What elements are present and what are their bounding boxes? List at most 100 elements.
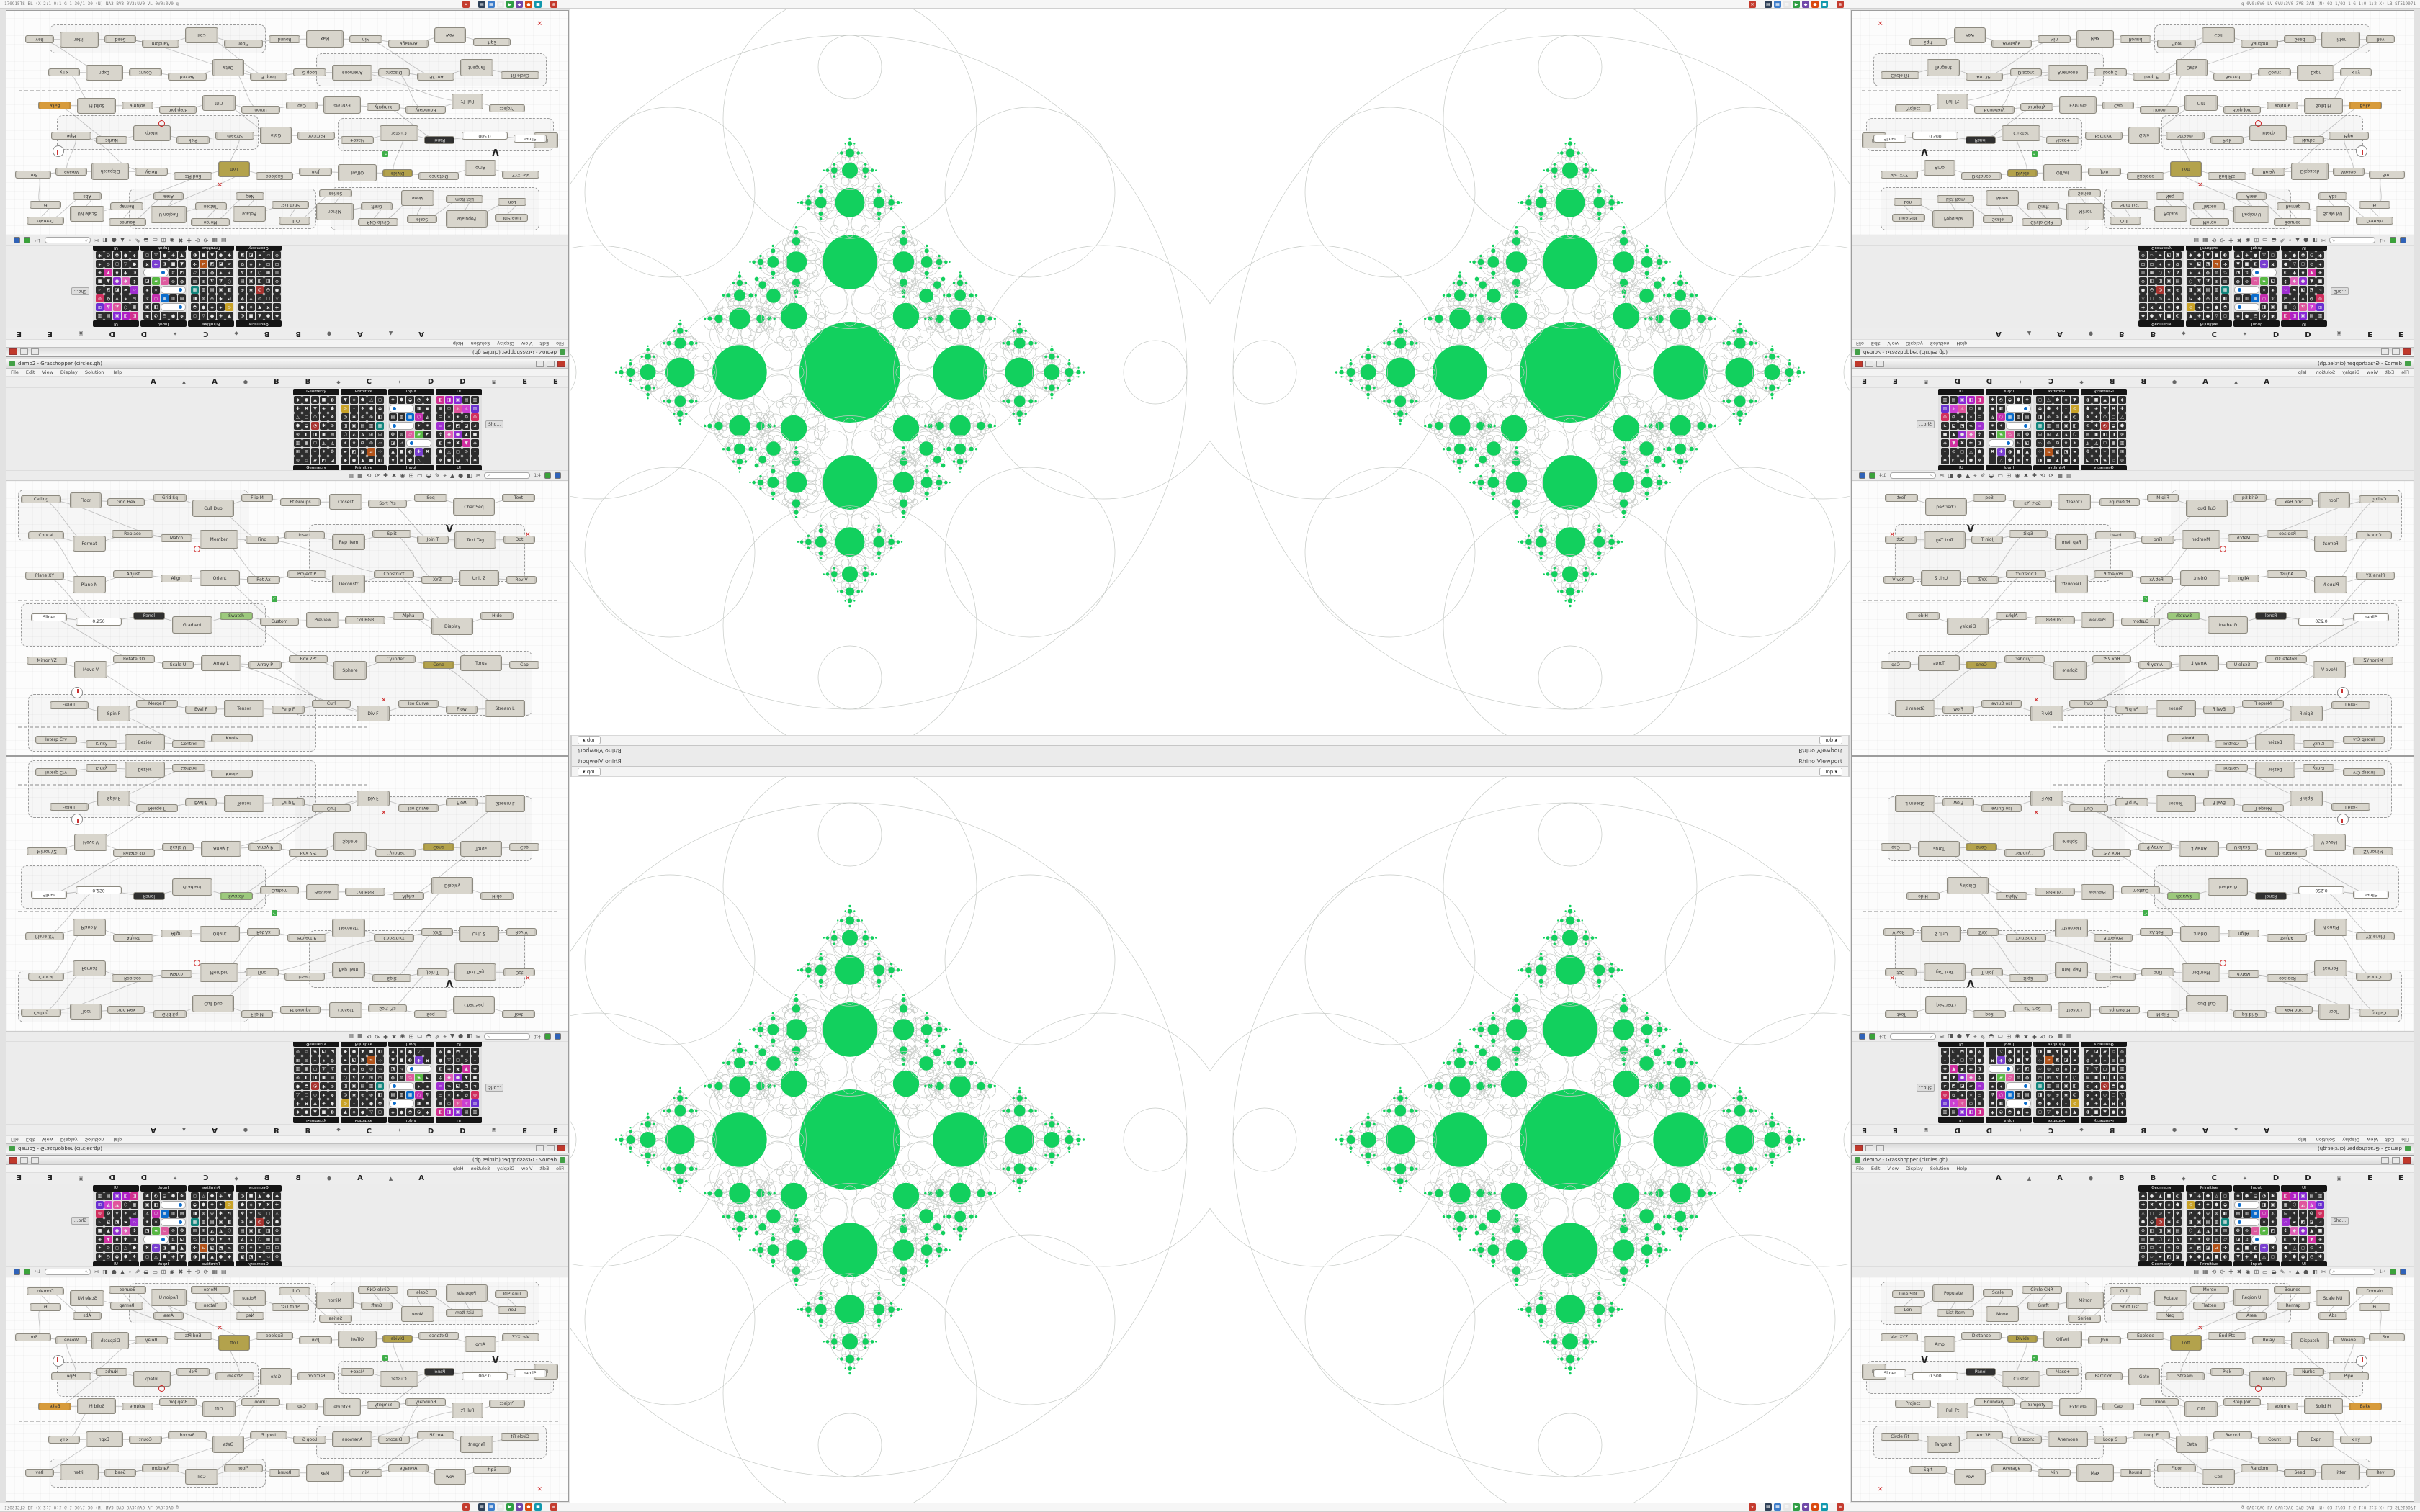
gh-node[interactable]: Spin F (97, 706, 130, 721)
gh-node[interactable]: Mirror YZ (27, 657, 67, 665)
tab-shape-icon[interactable]: ◆ (2079, 1127, 2084, 1133)
component-icon[interactable]: ⊗ (294, 431, 302, 438)
toolbar-icon-14[interactable]: ◧ (1948, 1033, 1953, 1040)
tab-E[interactable]: E (48, 330, 53, 338)
component-icon[interactable]: △ (2290, 1244, 2298, 1252)
component-icon[interactable]: ✖ (264, 303, 272, 311)
component-icon[interactable]: ✶ (2260, 1218, 2268, 1226)
component-icon[interactable]: ◩ (217, 260, 225, 268)
component-icon[interactable]: ◧ (302, 431, 310, 438)
component-icon[interactable]: ⊙ (104, 260, 112, 268)
component-icon[interactable]: ▥ (1941, 1108, 1949, 1116)
slider-component-icon[interactable] (143, 269, 169, 276)
component-icon[interactable]: ◭ (247, 269, 255, 276)
gh-node[interactable]: Align (161, 575, 192, 582)
component-icon[interactable]: ▦ (406, 413, 414, 421)
gh-node[interactable]: Sort Pts (2013, 1004, 2052, 1012)
gh-node[interactable]: Weave (2333, 1336, 2365, 1344)
component-icon[interactable]: ✦ (1941, 1056, 1949, 1064)
component-icon[interactable]: ◭ (2195, 1227, 2203, 1235)
component-icon[interactable]: ✱ (1941, 1048, 1949, 1056)
tab-B[interactable]: B (305, 378, 311, 386)
gh-node[interactable]: Concat (28, 531, 64, 539)
gh-node[interactable]: Relay (2252, 1336, 2285, 1344)
menu-help[interactable]: Help (1956, 1166, 1968, 1171)
component-icon[interactable]: ✦ (2165, 1210, 2173, 1218)
gh-node[interactable]: Closest (329, 494, 362, 510)
gh-node[interactable]: 0.250 (76, 618, 122, 626)
component-icon[interactable]: ✶ (152, 286, 160, 294)
component-icon[interactable]: ❖ (2023, 1108, 2031, 1116)
component-icon[interactable]: ⊿ (200, 260, 207, 268)
component-icon[interactable]: ✷ (2092, 1056, 2100, 1064)
component-icon[interactable]: ⊙ (2187, 1201, 2195, 1209)
tab-A[interactable]: A (2057, 1174, 2063, 1182)
component-icon[interactable]: ⬢ (2118, 1082, 2126, 1090)
component-icon[interactable]: ◒ (376, 405, 384, 413)
component-icon[interactable]: ⊙ (341, 405, 349, 413)
component-icon[interactable]: ✷ (2269, 1218, 2277, 1226)
component-icon[interactable]: ✣ (2221, 1244, 2229, 1252)
component-icon[interactable]: ⬢ (445, 456, 453, 464)
component-icon[interactable]: ▦ (130, 303, 138, 311)
toolbar-icon-11[interactable]: ⌖ (128, 237, 132, 244)
tab-shape-icon[interactable]: ▣ (2336, 1175, 2342, 1182)
gh-node[interactable]: Area (153, 192, 184, 200)
gh-node[interactable]: Domain (2356, 1287, 2393, 1295)
component-icon[interactable]: ⊞ (200, 277, 207, 285)
component-icon[interactable]: ◆ (122, 277, 130, 285)
component-icon[interactable]: ✱ (2195, 1210, 2203, 1218)
component-icon[interactable]: ✷ (320, 448, 328, 456)
gh-node[interactable]: Amp (465, 160, 496, 176)
component-icon[interactable]: ◪ (359, 448, 367, 456)
component-icon[interactable]: ◻ (302, 413, 310, 421)
component-icon[interactable]: ✖ (2148, 1201, 2156, 1209)
tab-D[interactable]: D (460, 378, 466, 386)
component-icon[interactable]: ▱ (406, 431, 414, 438)
minimize-button[interactable] (1876, 1145, 1884, 1152)
component-icon[interactable]: ❖ (436, 456, 444, 464)
component-icon[interactable]: ▱ (130, 286, 138, 294)
gh-node[interactable]: Text (502, 494, 535, 502)
tab-C[interactable]: C (366, 378, 372, 386)
gh-node[interactable]: Col RGB (2035, 888, 2075, 896)
gh-node[interactable]: Deconstr (332, 575, 365, 593)
gh-node[interactable]: Closest (2058, 1002, 2091, 1018)
component-icon[interactable]: ▼ (2101, 1099, 2109, 1107)
menu-view[interactable]: View (521, 341, 533, 346)
component-icon[interactable]: ❂ (208, 269, 216, 276)
component-icon[interactable]: ◐ (2174, 1192, 2182, 1200)
component-icon[interactable]: ✚ (2139, 1201, 2147, 1209)
tab-E[interactable]: E (2398, 1174, 2403, 1182)
component-icon[interactable]: ◪ (328, 456, 336, 464)
tab-shape-icon[interactable]: ▲ (2233, 1127, 2238, 1133)
gh-node[interactable]: Pt Groups (280, 498, 321, 506)
gh-node[interactable]: Pow (434, 27, 466, 43)
component-icon[interactable]: ▦ (376, 422, 384, 430)
toolbar-icon-11[interactable]: ⌖ (443, 472, 447, 479)
component-icon[interactable]: ▣ (113, 312, 121, 320)
component-icon[interactable]: ✦ (2062, 1099, 2070, 1107)
gh-node[interactable]: Line SDL (1892, 1290, 1925, 1298)
component-icon[interactable]: ◻ (113, 260, 121, 268)
component-icon[interactable]: ■ (200, 251, 207, 259)
component-icon[interactable]: ⊿ (1941, 1082, 1949, 1090)
show-palette-button[interactable]: Sho… (1916, 1084, 1935, 1092)
component-icon[interactable]: ▱ (2036, 1065, 2044, 1073)
gh-node[interactable]: Bezier (2255, 762, 2295, 778)
component-icon[interactable]: ⊞ (2316, 1201, 2324, 1209)
gh-node[interactable]: x+y (48, 68, 80, 76)
gh-node[interactable]: Boundary (405, 106, 446, 114)
toolbar-icon-0[interactable]: ▤ (2066, 1033, 2072, 1040)
tab-C[interactable]: C (2048, 1126, 2054, 1134)
component-icon[interactable]: ◩ (320, 456, 328, 464)
component-icon[interactable]: ◩ (2092, 1048, 2100, 1056)
solver-toggle-1[interactable] (555, 472, 561, 479)
component-icon[interactable]: ✱ (96, 251, 104, 259)
component-icon[interactable]: ⊕ (2084, 1082, 2092, 1090)
component-icon[interactable]: ■ (1941, 1074, 1949, 1081)
toolbar-icon-2[interactable]: ⟲ (366, 472, 372, 479)
toolbar-icon-15[interactable]: ✂ (94, 237, 99, 243)
component-icon[interactable]: ◧ (264, 277, 272, 285)
gh-node[interactable]: Pipe (2329, 1372, 2369, 1380)
